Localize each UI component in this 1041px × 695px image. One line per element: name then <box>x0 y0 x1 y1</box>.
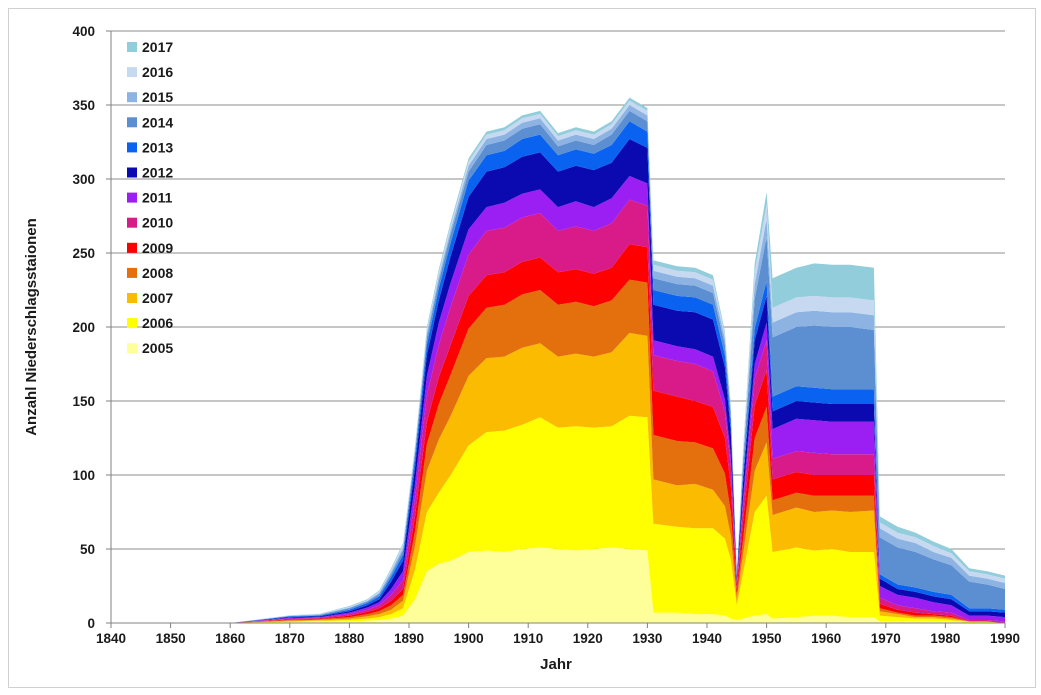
x-tick-label: 1930 <box>632 631 662 646</box>
legend-item-2015: 2015 <box>127 89 173 105</box>
x-tick-label: 1960 <box>811 631 841 646</box>
legend-label: 2005 <box>142 340 173 356</box>
y-tick-label: 250 <box>72 246 95 261</box>
area-series <box>111 97 1005 624</box>
y-tick-label: 350 <box>72 98 95 113</box>
x-tick-label: 1850 <box>156 631 186 646</box>
x-tick-label: 1970 <box>871 631 901 646</box>
area-series-2014 <box>111 110 1005 623</box>
area-series-2008 <box>111 279 1005 623</box>
y-axis-title: Anzahl Niederschlagsstaionen <box>23 218 40 436</box>
x-axis-title: Jahr <box>540 656 572 673</box>
legend-swatch <box>127 242 137 253</box>
legend-label: 2015 <box>142 89 173 105</box>
y-tick-label: 200 <box>72 320 95 335</box>
y-tick-labels: 0 50 100 150 200 250 300 350 400 <box>72 24 95 631</box>
legend-label: 2009 <box>142 240 173 256</box>
legend-item-2009: 2009 <box>127 240 173 256</box>
legend-swatch <box>127 267 137 278</box>
legend-swatch <box>127 192 137 203</box>
axes <box>106 30 1006 628</box>
y-tick-label: 300 <box>72 172 95 187</box>
legend-swatch <box>127 343 137 354</box>
x-tick-label: 1880 <box>334 631 364 646</box>
legend-item-2010: 2010 <box>127 215 173 231</box>
legend-label: 2008 <box>142 265 173 281</box>
legend-swatch <box>127 167 137 178</box>
legend-label: 2007 <box>142 290 173 306</box>
legend-label: 2014 <box>142 114 173 130</box>
legend-label: 2012 <box>142 165 173 181</box>
legend-item-2006: 2006 <box>127 315 173 331</box>
legend-label: 2016 <box>142 64 173 80</box>
legend-swatch <box>127 217 137 228</box>
x-tick-label: 1890 <box>394 631 424 646</box>
x-tick-label: 1900 <box>454 631 484 646</box>
legend-item-2011: 2011 <box>127 190 173 206</box>
legend-swatch <box>127 293 137 303</box>
area-series-2006 <box>111 415 1005 623</box>
legend-label: 2010 <box>142 215 173 231</box>
legend-swatch <box>127 142 137 153</box>
legend-label: 2006 <box>142 315 173 331</box>
x-tick-label: 1840 <box>96 631 126 646</box>
legend-item-2012: 2012 <box>127 165 173 181</box>
y-tick-label: 0 <box>87 616 95 631</box>
y-tick-label: 100 <box>72 468 95 483</box>
legend-item-2005: 2005 <box>127 340 173 356</box>
x-tick-label: 1950 <box>752 631 782 646</box>
legend-label: 2017 <box>142 39 173 55</box>
y-tick-label: 50 <box>80 542 95 557</box>
legend-swatch <box>127 67 137 78</box>
legend-item-2008: 2008 <box>127 265 173 281</box>
legend-item-2017: 2017 <box>127 39 173 55</box>
legend-swatch <box>127 318 137 329</box>
x-tick-label: 1910 <box>513 631 543 646</box>
x-tick-label: 1870 <box>275 631 305 646</box>
x-tick-labels: 1840 1850 1860 1870 1880 1890 1900 1910 1920 1930… <box>96 631 1020 646</box>
legend-item-2013: 2013 <box>127 139 173 155</box>
area-series-2005 <box>111 547 1005 623</box>
legend-swatch <box>127 42 137 52</box>
legend-label: 2013 <box>142 139 173 155</box>
y-tick-label: 400 <box>72 24 95 39</box>
legend-item-2016: 2016 <box>127 64 173 80</box>
x-tick-label: 1940 <box>692 631 722 646</box>
x-tick-label: 1980 <box>930 631 960 646</box>
legend-label: 2011 <box>142 190 173 206</box>
legend-swatch <box>127 117 137 128</box>
legend-item-2007: 2007 <box>127 290 173 306</box>
y-tick-label: 150 <box>72 394 95 409</box>
legend-item-2014: 2014 <box>127 114 173 130</box>
legend-swatch <box>127 92 137 103</box>
legend: 2017 2016 2015 2014 2013 2012 2011 2010 2009 2008… <box>127 39 173 356</box>
x-tick-label: 1860 <box>215 631 245 646</box>
x-tick-label: 1920 <box>573 631 603 646</box>
area-series-2007 <box>111 332 1005 623</box>
x-tick-label: 1990 <box>990 631 1020 646</box>
